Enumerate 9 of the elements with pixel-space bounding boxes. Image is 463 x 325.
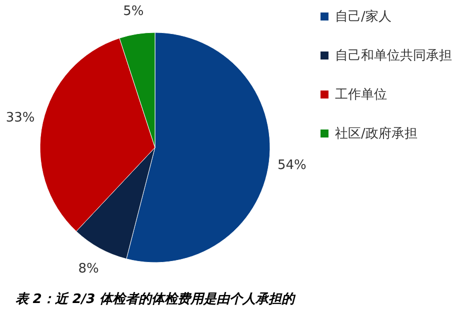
legend-label: 工作单位 <box>335 88 387 102</box>
data-label: 8% <box>78 261 99 276</box>
text: 表 2：近 2/3 体检者的体检费用是由个人承担的 <box>15 291 297 307</box>
legend-label: 自己/家人 <box>335 8 392 24</box>
data-label: 5% <box>123 4 144 20</box>
data-label: 33% <box>6 110 35 126</box>
legend-label: 社区/政府承担 <box>335 126 418 142</box>
legend-label: 自己和单位共同承担 <box>335 48 452 64</box>
data-label: 54% <box>277 158 306 173</box>
